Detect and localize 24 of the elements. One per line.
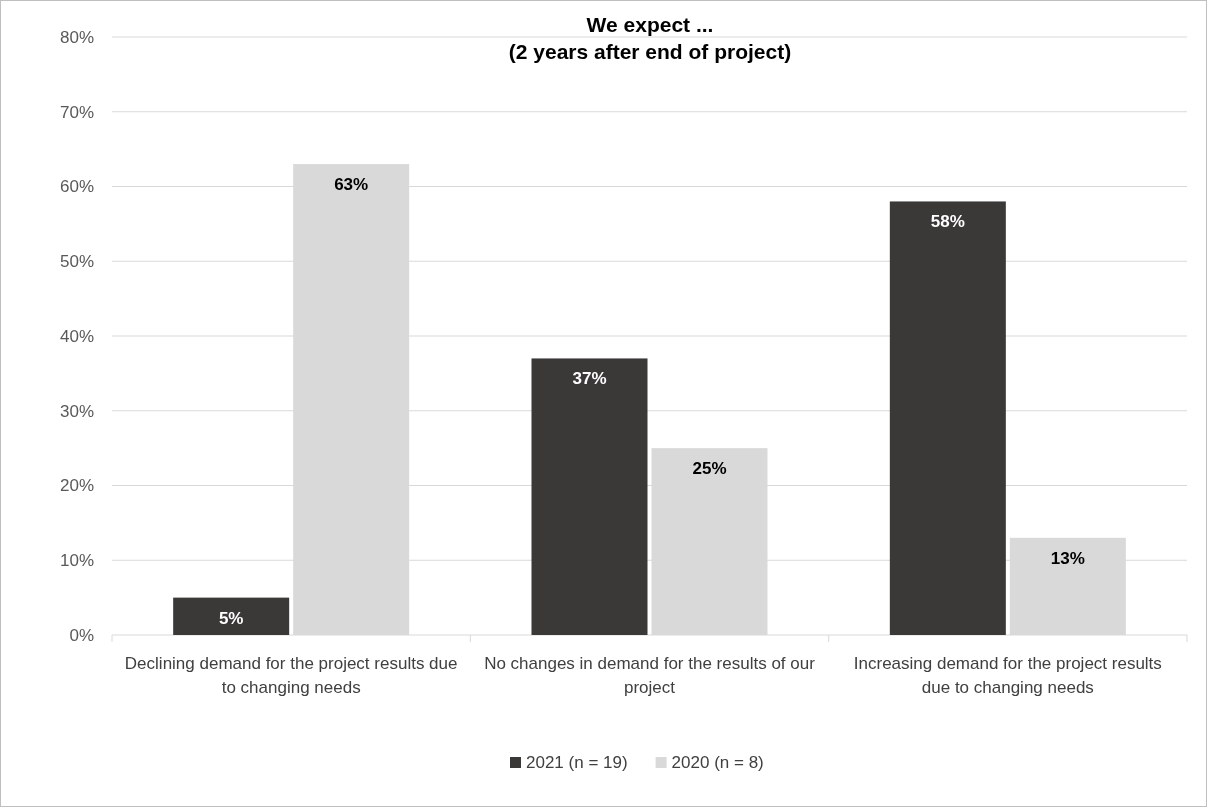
y-tick-label: 60%	[59, 177, 94, 197]
x-tick-label: No changes in demand for the results of our project	[484, 654, 816, 697]
x-tick-label: Declining demand for the project results due to changing needs	[124, 654, 458, 697]
bar	[173, 597, 290, 635]
bar	[889, 201, 1006, 635]
y-tick-label: 0%	[69, 625, 94, 645]
chart-title: We expect ... (2 years after end of project)	[508, 13, 792, 63]
y-tick-label: 20%	[59, 476, 94, 496]
y-tick-label: 50%	[59, 252, 94, 272]
y-tick-label: 70%	[59, 102, 94, 122]
data-label: 25%	[692, 459, 727, 479]
y-tick-label: 10%	[59, 551, 94, 571]
data-label: 58%	[930, 212, 965, 232]
y-tick-label: 30%	[59, 401, 94, 421]
bar	[531, 358, 648, 635]
data-label: 13%	[1050, 548, 1085, 568]
legend-label: 2021 (n = 19)	[526, 753, 628, 772]
x-tick-label: Increasing demand for the project results due to changing needs	[853, 654, 1162, 697]
y-tick-label: 40%	[59, 326, 94, 346]
y-tick-label: 80%	[59, 27, 94, 47]
data-label: 63%	[334, 175, 369, 195]
legend-label: 2020 (n = 8)	[671, 753, 764, 772]
data-label: 37%	[572, 369, 607, 389]
data-label: 5%	[218, 608, 244, 628]
